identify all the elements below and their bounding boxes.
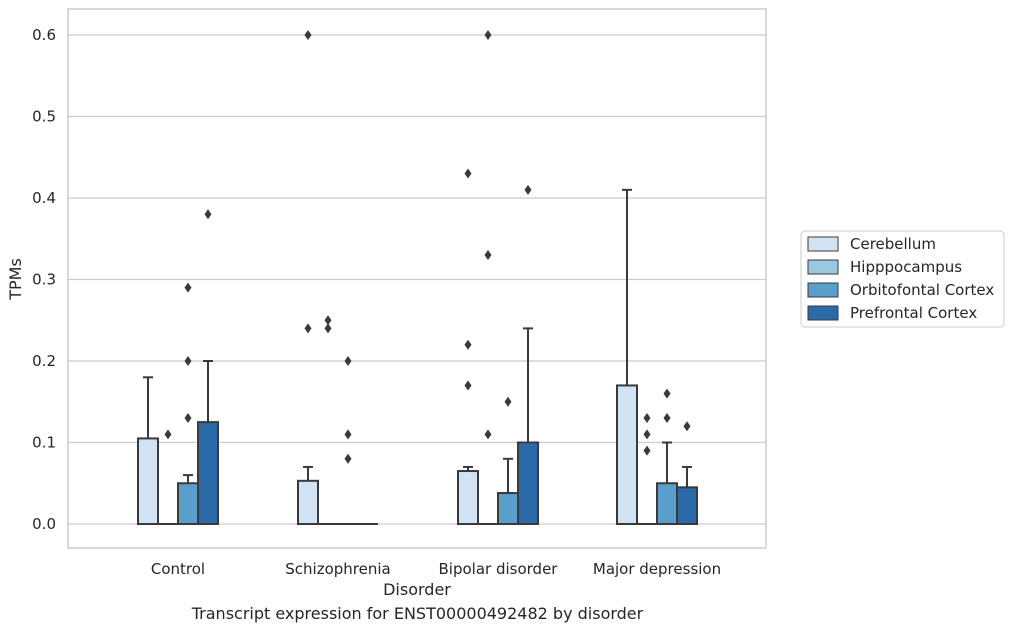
legend-label: Cerebellum xyxy=(850,235,936,253)
y-tick-label: 0.6 xyxy=(32,26,56,44)
legend-swatch xyxy=(807,236,839,252)
x-tick-label: Control xyxy=(151,560,205,578)
outlier-point xyxy=(683,421,691,432)
box-group xyxy=(318,315,338,525)
outlier-point xyxy=(184,356,192,366)
x-tick-label: Schizophrenia xyxy=(285,560,390,578)
outlier-point xyxy=(324,315,332,326)
y-tick-label: 0.3 xyxy=(32,271,56,289)
box-group xyxy=(137,376,159,525)
outlier-point xyxy=(643,429,651,440)
outlier-point xyxy=(184,413,192,424)
box-rect xyxy=(497,492,519,525)
box-rect xyxy=(137,437,159,525)
y-tick-labels: 0.0 0.1 0.2 0.3 0.4 0.5 0.6 xyxy=(32,26,56,533)
legend-frame xyxy=(800,230,1005,328)
legend-label: Hipppocampus xyxy=(850,258,962,276)
outlier-point xyxy=(524,184,532,195)
outlier-point xyxy=(164,429,172,440)
legend-swatch xyxy=(807,259,839,275)
x-tick-label: Bipolar disorder xyxy=(439,560,559,578)
x-axis-label: Disorder xyxy=(383,580,451,599)
x-tick-label: Major depression xyxy=(593,560,721,578)
box-group xyxy=(676,421,698,526)
y-axis-label: TPMs xyxy=(6,258,25,301)
box-group xyxy=(478,30,498,525)
outlier-point xyxy=(643,445,651,456)
boxes xyxy=(137,30,698,526)
legend: Cerebellum Hipppocampus Orbitofontal Corte… xyxy=(800,230,1005,328)
box-group xyxy=(297,30,319,525)
outlier-point xyxy=(304,323,312,334)
y-tick-label: 0.1 xyxy=(32,434,56,452)
box-group xyxy=(457,168,479,525)
outlier-point xyxy=(464,339,472,350)
x-tick-labels: Control Schizophrenia Bipolar disorder Majo… xyxy=(151,560,721,578)
outlier-point xyxy=(464,168,472,179)
outlier-point xyxy=(324,323,332,334)
box-rect xyxy=(297,479,319,525)
box-group xyxy=(517,184,539,525)
outlier-point xyxy=(484,429,492,440)
y-tick-label: 0.5 xyxy=(32,108,56,126)
box-rect xyxy=(656,482,678,525)
outlier-point xyxy=(464,380,472,391)
outlier-point xyxy=(184,282,192,293)
legend-label: Prefrontal Cortex xyxy=(850,304,977,322)
box-group xyxy=(177,282,199,525)
plot-area xyxy=(67,8,767,549)
box-group xyxy=(637,413,657,525)
outlier-point xyxy=(484,250,492,261)
legend-swatch xyxy=(807,282,839,298)
outlier-point xyxy=(663,413,671,424)
outlier-point xyxy=(344,453,352,464)
legend-label: Orbitofontal Cortex xyxy=(850,281,994,299)
outlier-point xyxy=(304,30,312,40)
outlier-point xyxy=(344,429,352,440)
box-rect xyxy=(457,470,479,525)
box-group xyxy=(497,396,519,525)
outlier-point xyxy=(643,413,651,424)
outlier-point xyxy=(484,30,492,40)
y-tick-label: 0.0 xyxy=(32,515,56,533)
box-group xyxy=(616,188,638,526)
figure-caption: Transcript expression for ENST0000049248… xyxy=(191,604,644,623)
box-rect xyxy=(197,421,219,525)
box-rect xyxy=(616,384,638,526)
box-rect xyxy=(177,482,199,525)
y-tick-label: 0.2 xyxy=(32,352,56,370)
box-group xyxy=(197,209,219,525)
outlier-point xyxy=(663,388,671,399)
box-rect xyxy=(517,441,539,525)
y-tick-label: 0.4 xyxy=(32,189,56,207)
grid-lines xyxy=(68,34,766,525)
box-group xyxy=(158,429,178,525)
outlier-point xyxy=(204,209,212,220)
outlier-point xyxy=(344,356,352,366)
legend-swatch xyxy=(807,305,839,321)
box-group xyxy=(338,356,358,525)
box-rect xyxy=(676,486,698,526)
outlier-point xyxy=(504,396,512,407)
